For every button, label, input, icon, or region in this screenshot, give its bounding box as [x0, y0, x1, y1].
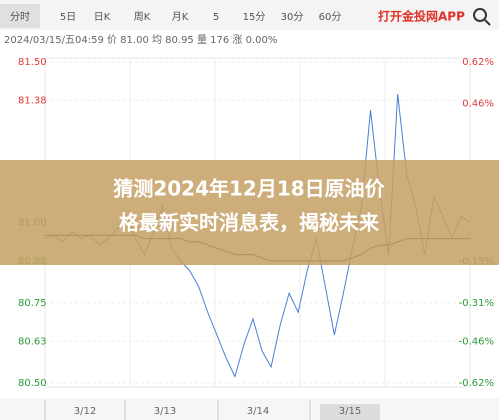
- y-tick-label: 80.75: [18, 298, 47, 309]
- y2-tick-label: -0.46%: [459, 337, 494, 348]
- y2-tick-label: -0.62%: [459, 378, 494, 389]
- tab[interactable]: 日K: [94, 12, 111, 23]
- tab[interactable]: 60分: [319, 11, 342, 23]
- tab[interactable]: 分时: [10, 11, 30, 23]
- y-tick-label: 81.38: [18, 96, 47, 107]
- y-tick-label: 80.50: [18, 378, 47, 389]
- tab-bar: [0, 0, 499, 30]
- tab[interactable]: 5: [213, 12, 219, 23]
- y-tick-label: 80.63: [18, 336, 47, 347]
- y-tick-label: 81.50: [18, 57, 47, 68]
- navigator-label: 3/12: [74, 406, 96, 417]
- tab[interactable]: 周K: [134, 11, 151, 23]
- tab[interactable]: 15分: [243, 11, 266, 23]
- banner-bg: [0, 160, 499, 265]
- y2-tick-label: 0.46%: [462, 98, 494, 109]
- tab[interactable]: 30分: [281, 11, 304, 23]
- navigator-window[interactable]: [320, 404, 380, 420]
- selected-tab: [0, 4, 40, 28]
- y2-tick-label: -0.31%: [459, 298, 494, 309]
- navigator-label: 3/14: [247, 406, 269, 417]
- tab[interactable]: 5日: [60, 12, 76, 23]
- y2-tick-label: 0.62%: [462, 57, 494, 68]
- navigator-label: 3/15: [339, 406, 361, 417]
- search-icon[interactable]: [473, 8, 491, 26]
- info-line: 2024/03/15/五04:59 价 81.00 均 80.95 量 176 …: [4, 34, 277, 46]
- banner-text: 猜测2024年12月18日原油价: [112, 177, 385, 201]
- tab[interactable]: 月K: [172, 11, 189, 23]
- banner-text: 格最新实时消息表，揭秘未来: [119, 211, 380, 235]
- app-link[interactable]: 打开金投网APP: [378, 9, 465, 24]
- navigator-label: 3/13: [154, 406, 176, 417]
